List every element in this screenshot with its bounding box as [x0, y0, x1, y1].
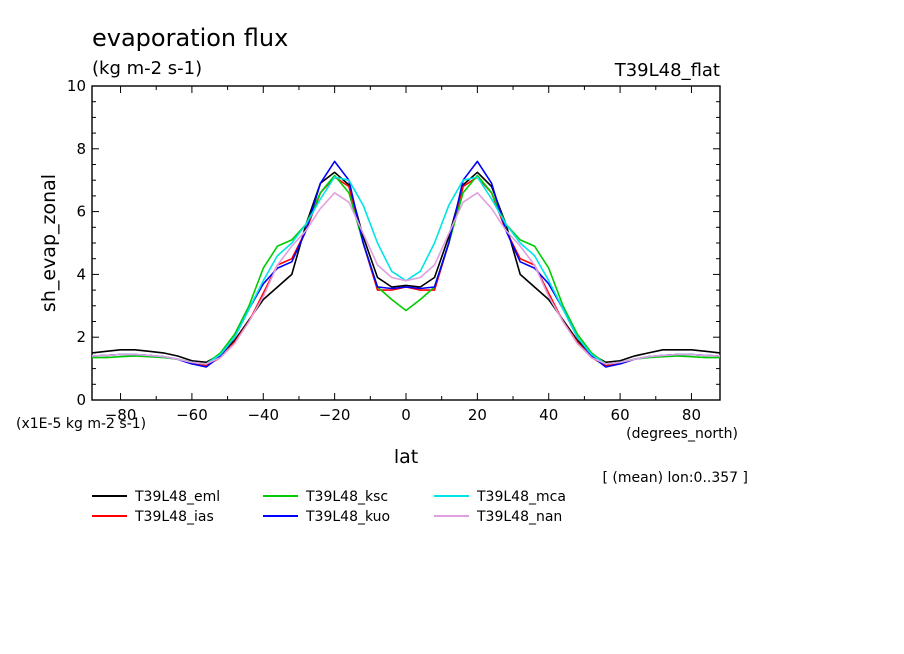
series-lines	[91, 160, 721, 368]
y-tick-label: 8	[76, 140, 86, 158]
chart-subtitle: (kg m-2 s-1)	[92, 58, 202, 79]
x-tick-labels: −80 −60 −40 −20 0 20 40 60 80	[105, 406, 701, 424]
x-axis-unit: (degrees_north)	[626, 426, 738, 442]
series-line-T39L48_ias	[91, 176, 721, 367]
series-line-T39L48_ksc	[92, 174, 720, 365]
y-tick-label: 2	[76, 328, 86, 346]
plot-frame	[91, 85, 721, 401]
x-tick-label: 0	[401, 406, 411, 424]
x-axis-label: lat	[394, 446, 418, 468]
y-axis-label: sh_evap_zonal	[38, 174, 60, 312]
y-tick-label: 0	[76, 391, 86, 409]
x-tick-label: 80	[682, 406, 701, 424]
legend-label: T39L48_kuo	[305, 509, 390, 525]
series-line-T39L48_nan	[91, 192, 721, 365]
averaging-note: [ (mean) lon:0..357 ]	[603, 470, 748, 486]
x-tick-label: −80	[105, 406, 137, 424]
x-tick-label: 60	[611, 406, 630, 424]
series-line-T39L48_kuo	[91, 160, 721, 368]
x-tick-label: −60	[176, 406, 208, 424]
legend-label: T39L48_ksc	[305, 489, 388, 505]
x-tick-label: 20	[468, 406, 487, 424]
legend: T39L48_eml T39L48_ias T39L48_ksc T39L48_kuo…	[92, 489, 566, 525]
series-line-T39L48_mca	[91, 176, 721, 365]
legend-label: T39L48_nan	[476, 509, 562, 525]
y-tick-label: 4	[76, 265, 86, 283]
series-line-T39L48_eml	[91, 171, 721, 364]
y-tick-label: 10	[67, 77, 86, 95]
chart-title: evaporation flux	[92, 24, 288, 52]
legend-label: T39L48_eml	[134, 489, 220, 505]
legend-label: T39L48_ias	[134, 509, 214, 525]
y-tick-label: 6	[76, 203, 86, 221]
y-axis-unit: (x1E-5 kg m-2 s-1)	[16, 416, 146, 432]
legend-label: T39L48_mca	[476, 489, 566, 505]
x-tick-label: 40	[539, 406, 558, 424]
x-tick-label: −40	[247, 406, 279, 424]
experiment-label: T39L48_flat	[614, 60, 720, 81]
x-tick-label: −20	[319, 406, 351, 424]
y-tick-labels: 0 2 4 6 8 10	[67, 77, 86, 409]
axis-ticks	[92, 86, 720, 400]
